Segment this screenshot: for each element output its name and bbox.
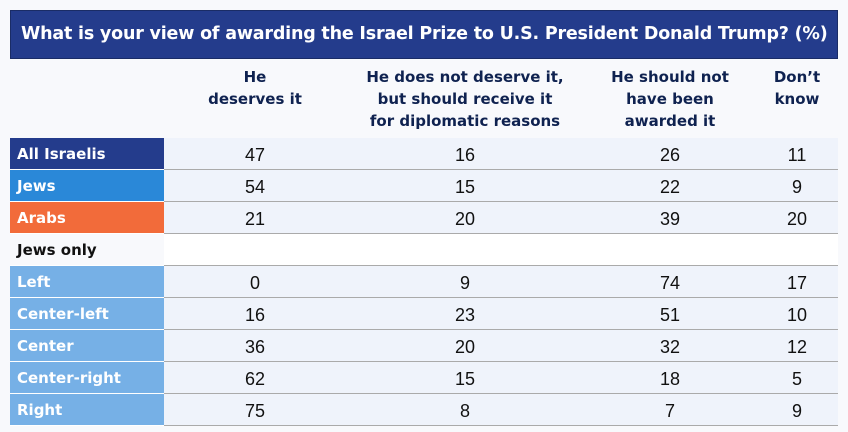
data-cell: 20	[786, 209, 808, 229]
column-header-line: have been	[626, 90, 714, 108]
data-cell: 54	[244, 177, 266, 197]
data-cell: 12	[786, 337, 808, 357]
table-row: All Israelis 47 16 26 11	[10, 138, 838, 170]
data-cell: 18	[659, 369, 681, 389]
data-cell: 20	[454, 209, 476, 229]
table-row: Jews 54 15 22 9	[10, 170, 838, 202]
data-cell: 75	[244, 401, 266, 421]
data-cell: 9	[791, 177, 802, 197]
data-cell: 16	[454, 145, 476, 165]
row-cells: 36 20 32 12	[164, 330, 838, 362]
column-header-line: He	[243, 68, 267, 86]
row-label: Right	[10, 394, 164, 426]
row-label: Jews only	[10, 234, 164, 266]
row-cells	[164, 234, 838, 266]
column-header: Don’t know	[677, 66, 848, 110]
data-cell: 10	[786, 305, 808, 325]
row-cells: 62 15 18 5	[164, 362, 838, 394]
data-cell: 23	[454, 305, 476, 325]
table-title: What is your view of awarding the Israel…	[10, 10, 838, 59]
column-header-line: He should not	[611, 68, 729, 86]
column-header-line: Don’t	[773, 68, 821, 86]
data-cell: 62	[244, 369, 266, 389]
data-cell: 22	[659, 177, 681, 197]
data-cell: 15	[454, 177, 476, 197]
section-header-row: Jews only	[10, 234, 838, 266]
data-cell: 36	[244, 337, 266, 357]
column-header-line: know	[774, 90, 820, 108]
table-row: Left 0 9 74 17	[10, 266, 838, 298]
data-cell: 51	[659, 305, 681, 325]
row-label: Center	[10, 330, 164, 362]
row-cells: 21 20 39 20	[164, 202, 838, 234]
row-label: Center-left	[10, 298, 164, 330]
table-row: Center-right 62 15 18 5	[10, 362, 838, 394]
column-header-line: He does not deserve it,	[366, 68, 564, 86]
table-row: Center 36 20 32 12	[10, 330, 838, 362]
row-label: Center-right	[10, 362, 164, 394]
data-cell: 32	[659, 337, 681, 357]
table-row: Arabs 21 20 39 20	[10, 202, 838, 234]
table-row: Right 75 8 7 9	[10, 394, 838, 426]
data-cell: 17	[786, 273, 808, 293]
data-cell: 0	[249, 273, 260, 293]
row-label: Arabs	[10, 202, 164, 234]
data-cell: 15	[454, 369, 476, 389]
column-header-line: deserves it	[208, 90, 302, 108]
column-header-line: for diplomatic reasons	[369, 112, 561, 130]
column-header: He deserves it	[135, 66, 375, 110]
row-cells: 47 16 26 11	[164, 138, 838, 170]
data-cell: 9	[791, 401, 802, 421]
data-cell: 11	[787, 145, 807, 165]
column-header: He does not deserve it, but should receiv…	[345, 66, 585, 132]
data-cell: 5	[791, 369, 802, 389]
row-label: Left	[10, 266, 164, 298]
row-cells: 0 9 74 17	[164, 266, 838, 298]
row-label: Jews	[10, 170, 164, 202]
table-row: Center-left 16 23 51 10	[10, 298, 838, 330]
row-cells: 75 8 7 9	[164, 394, 838, 426]
column-header: He should not have been awarded it	[550, 66, 790, 132]
data-cell: 47	[244, 145, 266, 165]
column-header-line: awarded it	[624, 112, 716, 130]
row-cells: 54 15 22 9	[164, 170, 838, 202]
data-cell: 74	[659, 273, 681, 293]
data-cell: 7	[664, 401, 675, 421]
data-cell: 21	[244, 209, 266, 229]
data-cell: 26	[659, 145, 681, 165]
row-cells: 16 23 51 10	[164, 298, 838, 330]
data-cell: 39	[659, 209, 681, 229]
data-cell: 16	[244, 305, 266, 325]
data-cell: 8	[459, 401, 470, 421]
row-label: All Israelis	[10, 138, 164, 170]
column-header-line: but should receive it	[377, 90, 553, 108]
data-cell: 9	[459, 273, 470, 293]
data-cell: 20	[454, 337, 476, 357]
